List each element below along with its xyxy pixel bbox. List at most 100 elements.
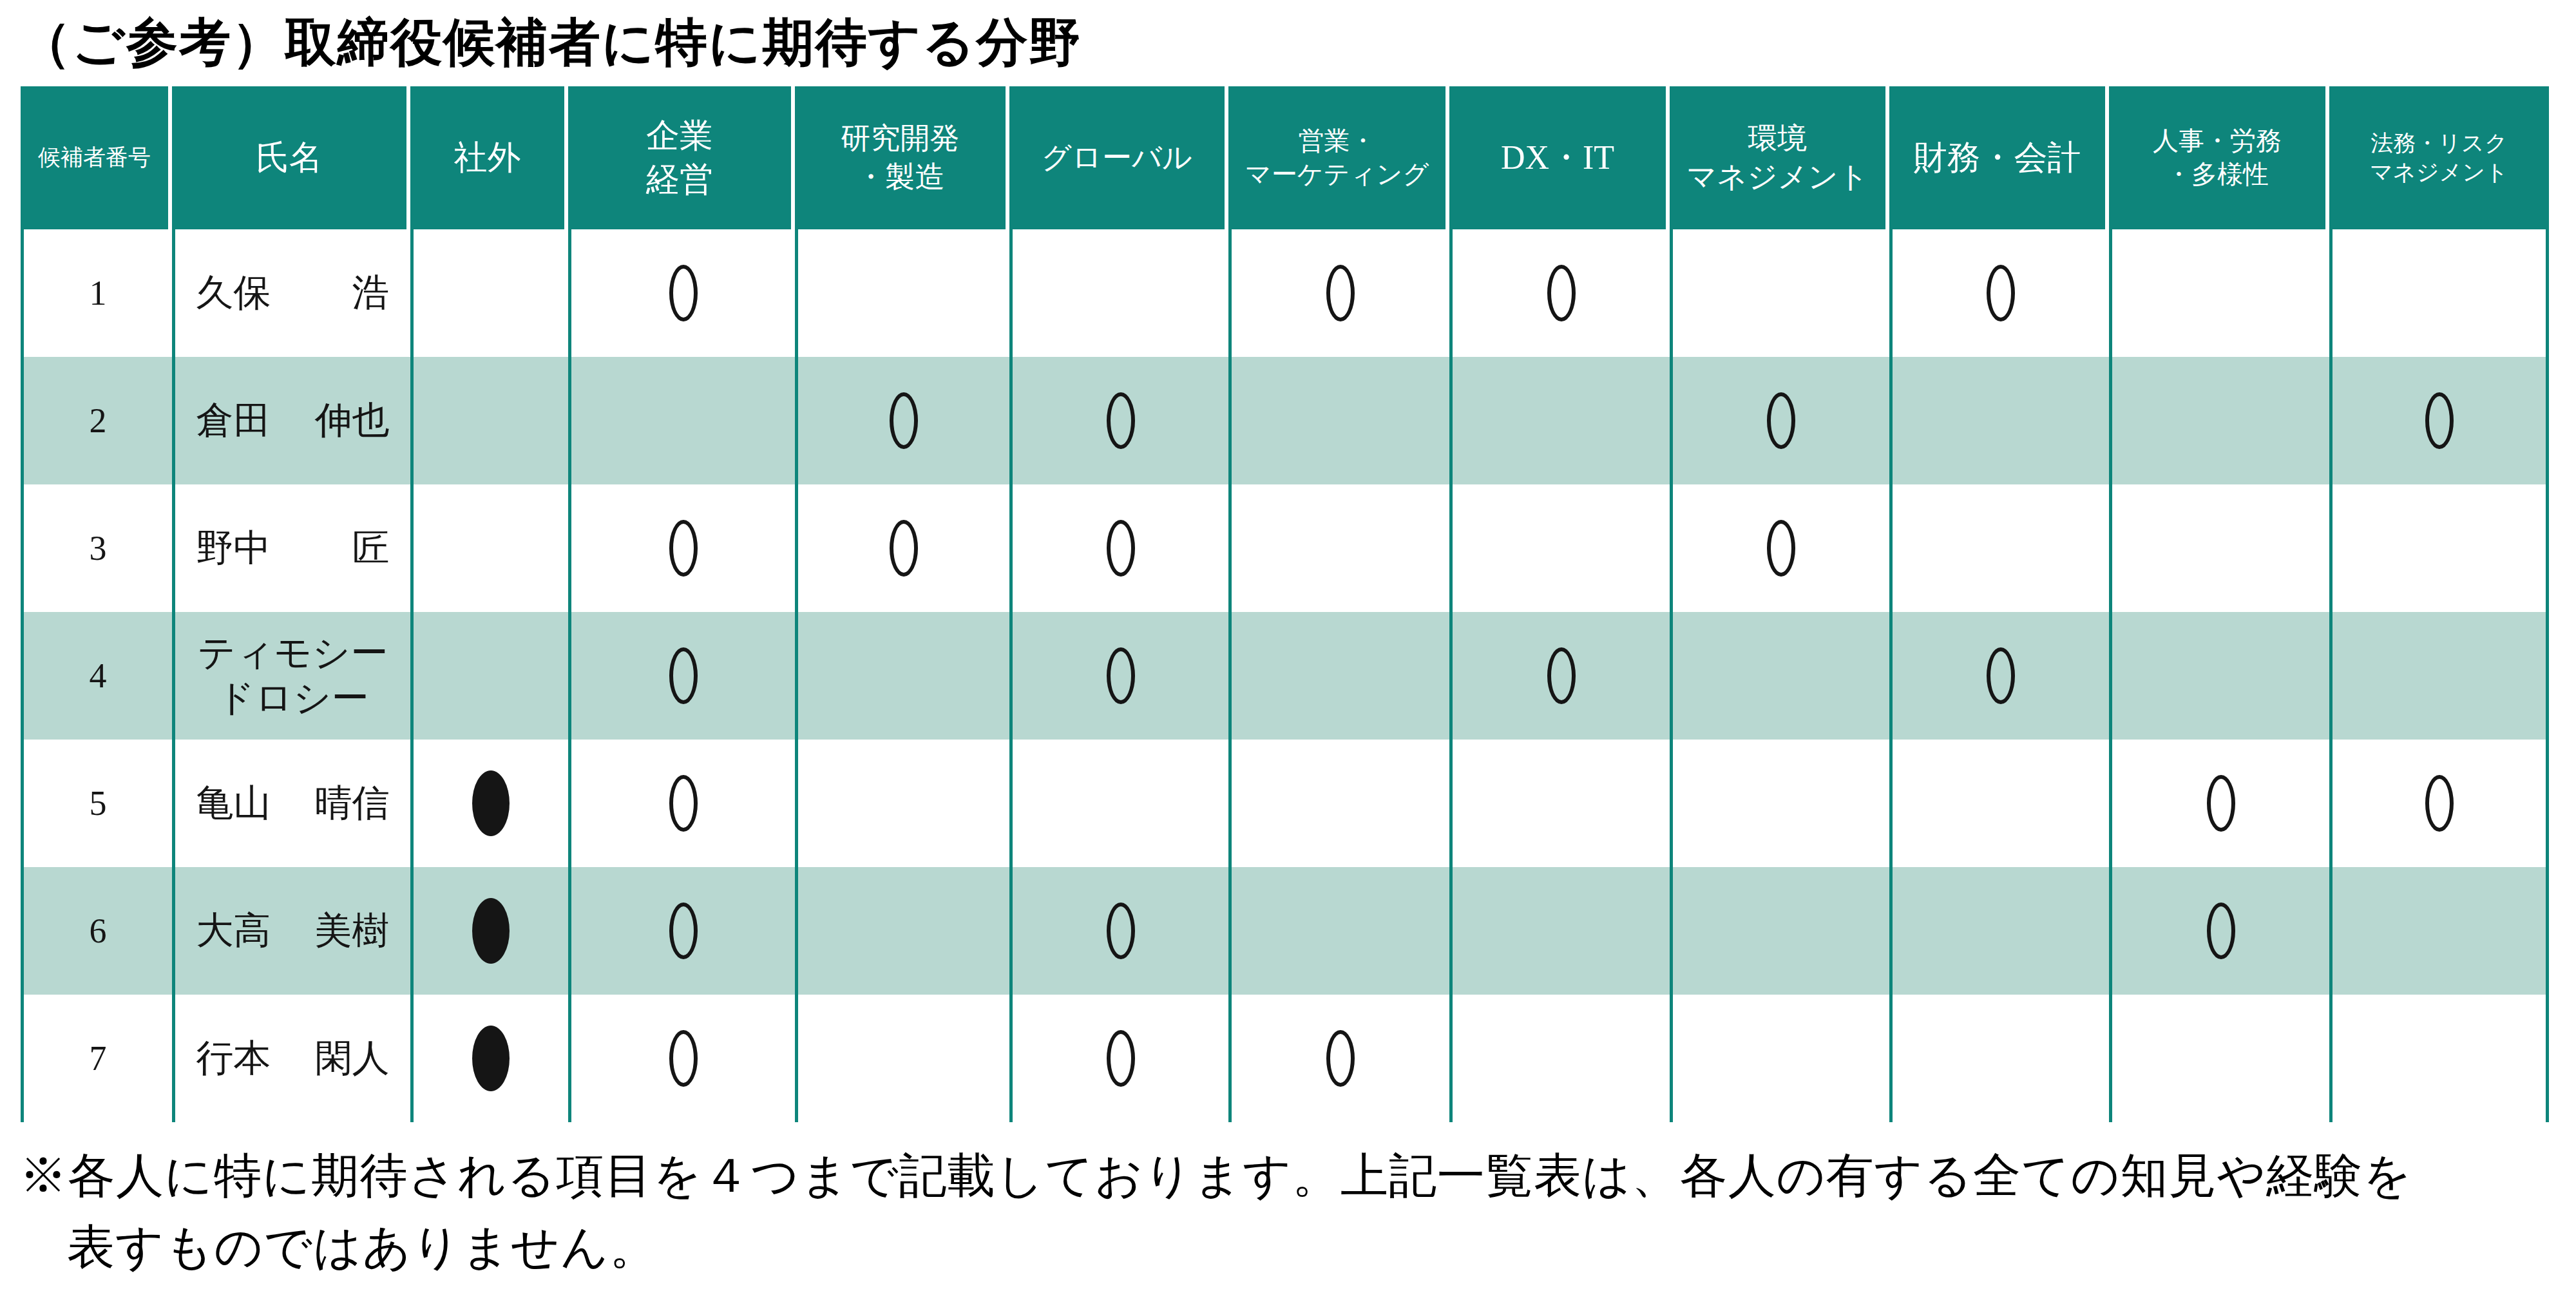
outside-director-cell: [410, 867, 568, 995]
field-cell-finance: [1889, 740, 2109, 867]
expected-field-mark-icon: [1107, 520, 1135, 577]
table-body: 1久保浩2倉田伸也3野中匠4ティモシードロシー5亀山晴信6大高美樹7行本閑人: [21, 229, 2549, 1122]
footnote-line-1: 各人に特に期待される項目を４つまで記載しております。上記一覧表は、各人の有する全…: [68, 1149, 2412, 1202]
expected-field-mark-icon: [890, 392, 918, 449]
field-cell-dxit: [1449, 357, 1670, 484]
field-cell-dxit: [1449, 229, 1670, 357]
field-cell-sales: [1228, 612, 1449, 740]
expected-field-mark-icon: [1987, 265, 2015, 321]
expected-field-mark-icon: [669, 520, 698, 577]
field-cell-legal: [2329, 229, 2549, 357]
footnote: ※各人に特に期待される項目を４つまで記載しております。上記一覧表は、各人の有する…: [19, 1140, 2576, 1283]
field-cell-finance: [1889, 357, 2109, 484]
field-cell-legal: [2329, 740, 2549, 867]
field-cell-legal: [2329, 612, 2549, 740]
expected-field-mark-icon: [1767, 392, 1795, 449]
field-cell-legal: [2329, 484, 2549, 612]
candidate-row-1: 1久保浩: [21, 229, 2549, 357]
field-cell-finance: [1889, 995, 2109, 1122]
outside-director-cell: [410, 740, 568, 867]
field-cell-rnd: [795, 357, 1009, 484]
column-header-env: 環境マネジメント: [1670, 86, 1889, 229]
expected-field-mark-icon: [1547, 647, 1576, 704]
field-cell-sales: [1228, 229, 1449, 357]
expected-field-mark-icon: [1547, 265, 1576, 321]
expected-field-mark-icon: [1107, 392, 1135, 449]
column-header-management: 企業経営: [568, 86, 795, 229]
field-cell-legal: [2329, 867, 2549, 995]
candidate-name: 野中匠: [172, 484, 410, 612]
column-header-name: 氏名: [172, 86, 410, 229]
expected-field-mark-icon: [669, 1030, 698, 1087]
field-cell-dxit: [1449, 612, 1670, 740]
candidate-name: 久保浩: [172, 229, 410, 357]
expected-field-mark-icon: [2207, 903, 2235, 959]
field-cell-hr: [2109, 612, 2329, 740]
column-header-sales: 営業・マーケティング: [1228, 86, 1449, 229]
field-cell-env: [1670, 867, 1889, 995]
field-cell-env: [1670, 484, 1889, 612]
candidate-name: 行本閑人: [172, 995, 410, 1122]
field-cell-management: [568, 612, 795, 740]
field-cell-env: [1670, 229, 1889, 357]
candidate-row-7: 7行本閑人: [21, 995, 2549, 1122]
column-header-dxit: DX・IT: [1449, 86, 1670, 229]
column-header-legal: 法務・リスクマネジメント: [2329, 86, 2549, 229]
page-title: （ご参考）取締役候補者に特に期待する分野: [19, 14, 2576, 71]
expected-field-mark-icon: [1107, 647, 1135, 704]
field-cell-sales: [1228, 484, 1449, 612]
expected-field-mark-icon: [1107, 903, 1135, 959]
candidate-row-4: 4ティモシードロシー: [21, 612, 2549, 740]
field-cell-global: [1009, 740, 1228, 867]
expected-field-mark-icon: [1107, 1030, 1135, 1087]
column-header-finance: 財務・会計: [1889, 86, 2109, 229]
expected-field-mark-icon: [669, 903, 698, 959]
expected-fields-table: 候補者番号氏名社外企業経営研究開発・製造グローバル営業・マーケティングDX・IT…: [21, 86, 2549, 1122]
field-cell-sales: [1228, 995, 1449, 1122]
field-cell-env: [1670, 740, 1889, 867]
field-cell-rnd: [795, 740, 1009, 867]
column-header-rnd: 研究開発・製造: [795, 86, 1009, 229]
field-cell-global: [1009, 612, 1228, 740]
candidate-name: 亀山晴信: [172, 740, 410, 867]
field-cell-hr: [2109, 484, 2329, 612]
header-row: 候補者番号氏名社外企業経営研究開発・製造グローバル営業・マーケティングDX・IT…: [21, 86, 2549, 229]
column-header-global: グローバル: [1009, 86, 1228, 229]
field-cell-finance: [1889, 484, 2109, 612]
field-cell-hr: [2109, 229, 2329, 357]
field-cell-hr: [2109, 867, 2329, 995]
field-cell-env: [1670, 357, 1889, 484]
field-cell-sales: [1228, 357, 1449, 484]
field-cell-global: [1009, 995, 1228, 1122]
outside-director-cell: [410, 612, 568, 740]
footnote-line-2: 表すものではありません。: [19, 1212, 2576, 1283]
field-cell-management: [568, 229, 795, 357]
footnote-marker: ※: [19, 1149, 68, 1202]
field-cell-global: [1009, 357, 1228, 484]
expected-field-mark-icon: [1767, 520, 1795, 577]
outside-director-cell: [410, 229, 568, 357]
field-cell-legal: [2329, 995, 2549, 1122]
outside-director-cell: [410, 995, 568, 1122]
expected-field-mark-icon: [669, 265, 698, 321]
field-cell-management: [568, 484, 795, 612]
field-cell-sales: [1228, 740, 1449, 867]
expected-field-mark-icon: [2425, 775, 2454, 832]
field-cell-global: [1009, 484, 1228, 612]
field-cell-dxit: [1449, 740, 1670, 867]
field-cell-management: [568, 740, 795, 867]
outside-director-cell: [410, 357, 568, 484]
field-cell-hr: [2109, 740, 2329, 867]
candidate-number: 5: [21, 740, 172, 867]
field-cell-hr: [2109, 357, 2329, 484]
column-header-number: 候補者番号: [21, 86, 172, 229]
expected-field-mark-icon: [1326, 265, 1355, 321]
field-cell-rnd: [795, 867, 1009, 995]
candidate-name: 倉田伸也: [172, 357, 410, 484]
field-cell-finance: [1889, 867, 2109, 995]
candidate-number: 4: [21, 612, 172, 740]
candidate-row-6: 6大高美樹: [21, 867, 2549, 995]
field-cell-management: [568, 995, 795, 1122]
expected-field-mark-icon: [669, 647, 698, 704]
candidate-number: 2: [21, 357, 172, 484]
